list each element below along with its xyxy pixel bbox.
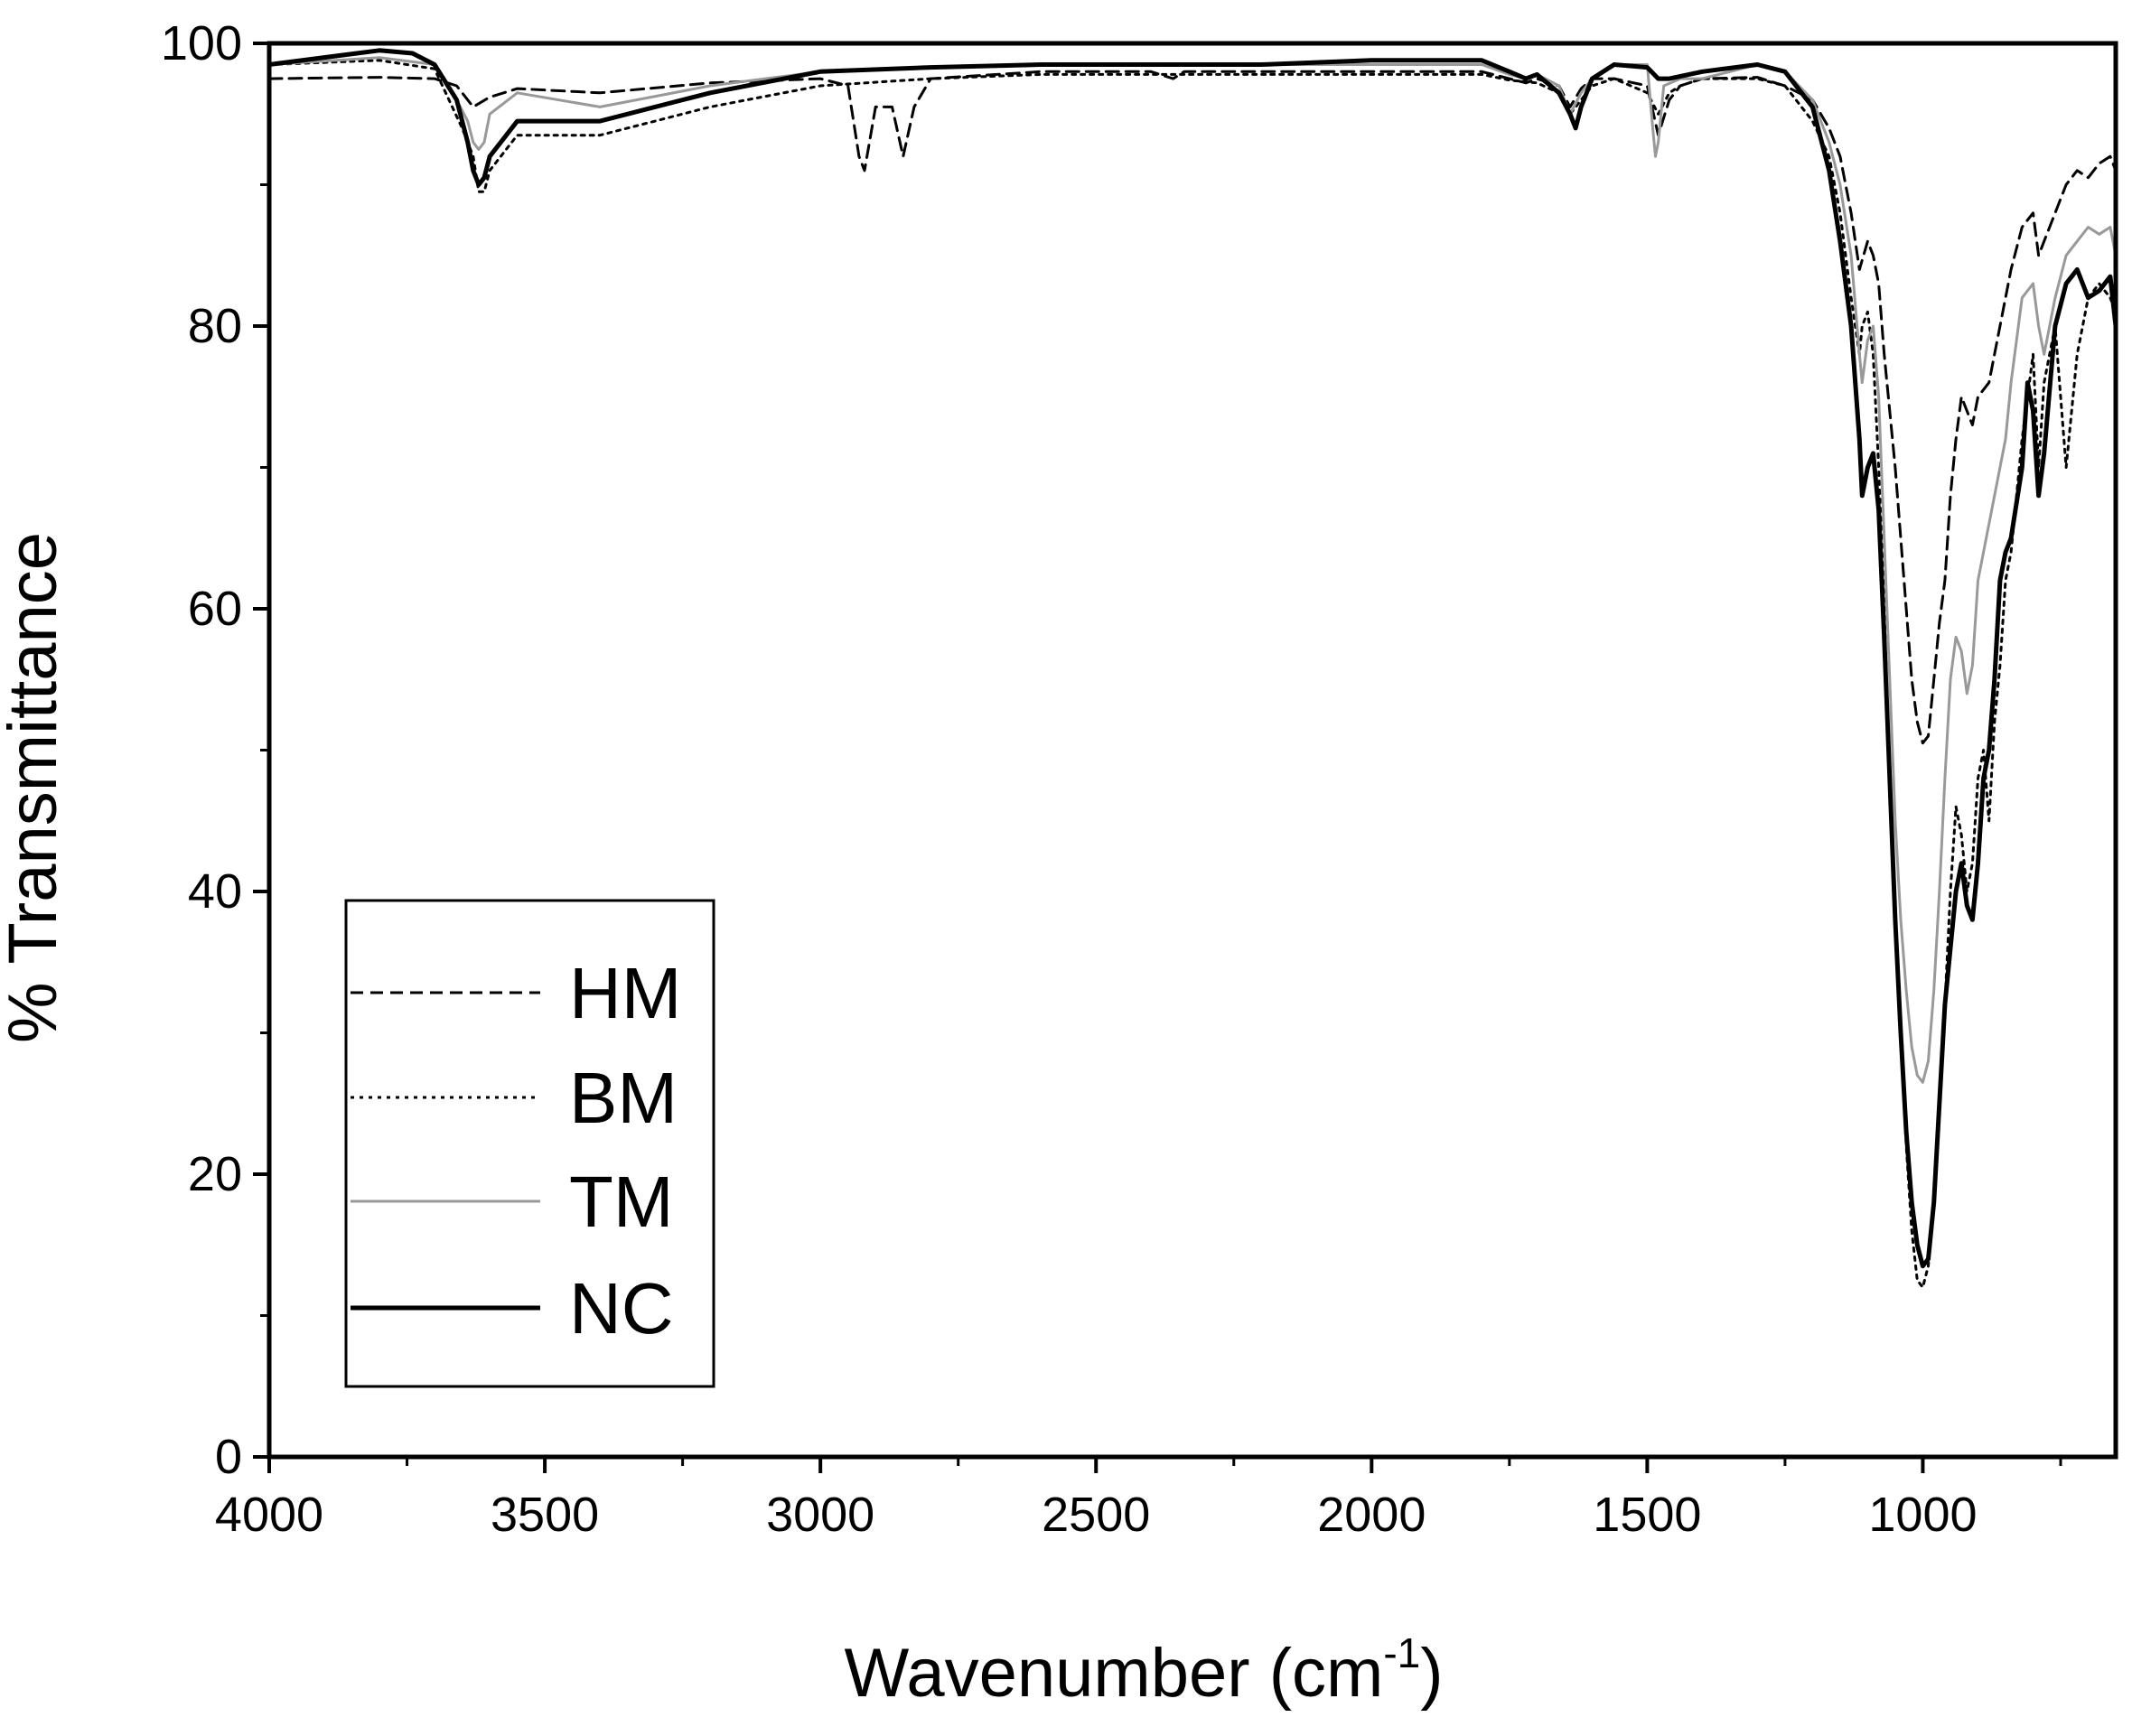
- x-axis-label-superscript: -1: [1383, 1629, 1420, 1676]
- legend-label-hm: HM: [569, 953, 681, 1033]
- x-tick-label: 1000: [1868, 1488, 1977, 1542]
- x-tick-label: 2000: [1317, 1488, 1426, 1542]
- y-tick-label: 100: [161, 16, 242, 70]
- y-tick-label: 40: [188, 864, 242, 919]
- legend: HM BM TM NC: [344, 899, 715, 1388]
- x-tick-label: 3500: [491, 1488, 599, 1542]
- legend-label-nc: NC: [569, 1268, 674, 1349]
- x-tick-label: 2500: [1042, 1488, 1150, 1542]
- x-axis-label-main: Wavenumber (cm: [844, 1635, 1383, 1712]
- series-line-nc: [266, 48, 2118, 1269]
- x-tick-label: 1500: [1593, 1488, 1701, 1542]
- x-axis-label: Wavenumber (cm-1): [844, 1629, 1443, 1712]
- axes-group: 4000 3500 3000 2500 2000 1500 1000 0 20 40 60 80 100: [161, 16, 2118, 1542]
- legend-label-tm: TM: [569, 1162, 674, 1242]
- x-tick-label: 4000: [215, 1488, 323, 1542]
- y-axis-label: % Transmittance: [0, 532, 71, 1043]
- y-tick-label: 60: [188, 582, 242, 636]
- y-tick-label: 80: [188, 299, 242, 353]
- y-tick-label: 20: [188, 1147, 242, 1201]
- series-group: [266, 48, 2118, 1289]
- legend-label-bm: BM: [569, 1058, 678, 1138]
- x-axis-label-close: ): [1420, 1635, 1443, 1712]
- x-tick-label: 3000: [766, 1488, 874, 1542]
- y-tick-label: 0: [215, 1430, 242, 1484]
- legend-box: [344, 899, 715, 1388]
- series-line-bm: [267, 59, 2118, 1289]
